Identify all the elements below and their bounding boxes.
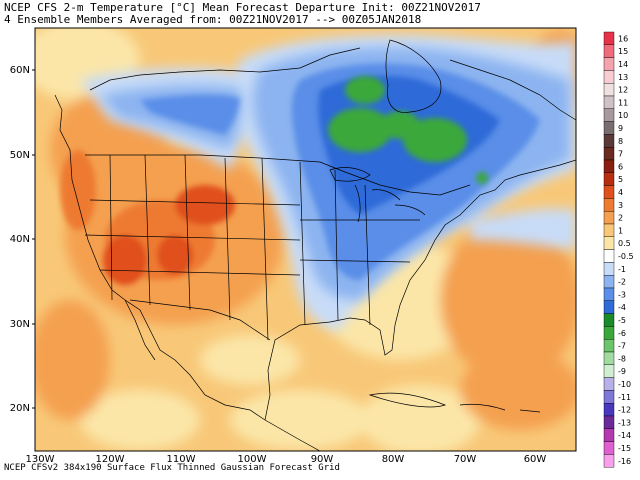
lat-label-50n: 50N <box>10 150 30 161</box>
legend-label: -3 <box>618 290 626 299</box>
lon-label-110w: 110W <box>167 454 196 465</box>
legend-label: -9 <box>618 367 626 376</box>
legend-swatch <box>603 44 615 58</box>
legend-label: 14 <box>618 60 628 69</box>
latitude-axis: 60N 50N 40N 30N 20N <box>10 65 35 414</box>
legend-swatch <box>603 159 615 174</box>
legend-swatch <box>603 364 615 378</box>
legend-swatch <box>603 454 615 468</box>
legend-label: 11 <box>618 98 628 107</box>
map-footer: NCEP CFSv2 384x190 Surface Flux Thinned … <box>4 463 340 473</box>
legend-label: 13 <box>618 73 628 82</box>
color-legend: 16 15 14 13 12 11 10 9 8 7 6 5 4 3 2 1 0.5 -0.5 -1 -2 -3 -4 -5… <box>603 31 634 468</box>
lat-label-30n: 30N <box>10 319 30 330</box>
map-title-line-1: NCEP CFS 2-m Temperature [°C] Mean Forec… <box>4 1 481 14</box>
legend-label: 16 <box>618 34 628 43</box>
legend-label: 6 <box>618 162 623 171</box>
legend-label: -7 <box>618 342 626 351</box>
legend-swatch <box>603 236 615 250</box>
legend-swatch <box>603 95 615 110</box>
map-title-line-2: 4 Ensemble Members Averaged from: 00Z21N… <box>4 13 422 26</box>
legend-swatch <box>603 198 615 212</box>
legend-label: -2 <box>618 278 626 287</box>
legend-label: 7 <box>618 150 623 159</box>
legend-label: -8 <box>618 354 626 363</box>
legend-swatch <box>603 82 615 97</box>
legend-label: -5 <box>618 316 626 325</box>
legend-label: 9 <box>618 124 623 133</box>
lon-label-100w: 100W <box>238 454 267 465</box>
legend-swatch <box>603 403 615 417</box>
lon-label-120w: 120W <box>96 454 125 465</box>
longitude-axis: 130W 120W 110W 100W 90W 80W 70W 60W <box>26 454 547 465</box>
legend-swatch <box>603 121 615 135</box>
legend-label: -6 <box>618 329 626 338</box>
legend-swatch <box>603 249 615 263</box>
legend-label: -16 <box>618 457 631 466</box>
lon-label-60w: 60W <box>524 454 547 465</box>
legend-label: 3 <box>618 201 623 210</box>
lat-label-20n: 20N <box>10 403 30 414</box>
lon-label-130w: 130W <box>26 454 55 465</box>
legend-label: -11 <box>618 393 631 402</box>
legend-label: 0.5 <box>618 239 631 248</box>
map-boundaries <box>54 39 576 451</box>
lon-label-80w: 80W <box>382 454 405 465</box>
legend-label: -12 <box>618 406 631 415</box>
legend-label: 12 <box>618 86 628 95</box>
legend-swatch <box>603 377 615 391</box>
legend-swatch <box>603 70 615 84</box>
legend-swatch <box>603 351 615 366</box>
legend-swatch <box>603 223 615 238</box>
legend-label: 1 <box>618 226 623 235</box>
legend-swatch <box>603 326 615 340</box>
legend-label: 5 <box>618 175 623 184</box>
legend-swatch <box>603 415 615 430</box>
legend-swatch <box>603 339 615 353</box>
legend-swatch <box>603 146 615 161</box>
legend-swatch <box>603 275 615 289</box>
legend-swatch <box>603 441 615 455</box>
strong-cold-core <box>328 76 488 184</box>
legend-label: 8 <box>618 137 623 146</box>
legend-label: -4 <box>618 303 626 312</box>
legend-swatch <box>603 172 615 186</box>
legend-swatch <box>603 31 615 46</box>
legend-label: 10 <box>618 111 628 120</box>
legend-label: -15 <box>618 444 631 453</box>
lon-label-90w: 90W <box>311 454 334 465</box>
lon-label-70w: 70W <box>454 454 477 465</box>
legend-swatch <box>603 300 615 314</box>
legend-swatch <box>603 108 615 122</box>
lat-label-60n: 60N <box>10 65 30 76</box>
legend-swatch <box>603 287 615 302</box>
legend-swatch <box>603 428 615 442</box>
legend-label: -14 <box>618 431 631 440</box>
legend-label: -0.5 <box>618 252 634 261</box>
legend-swatch <box>603 390 615 404</box>
legend-swatch <box>603 134 615 148</box>
legend-swatch <box>603 313 615 327</box>
legend-label: -13 <box>618 418 631 427</box>
legend-label: -1 <box>618 265 626 274</box>
legend-swatch <box>603 210 615 225</box>
legend-label: 15 <box>618 47 628 56</box>
legend-swatch <box>603 262 615 276</box>
legend-label: 4 <box>618 188 623 197</box>
legend-label: 2 <box>618 214 623 223</box>
legend-swatch <box>603 185 615 199</box>
legend-swatch <box>603 57 615 71</box>
anomaly-field <box>35 28 576 451</box>
legend-label: -10 <box>618 380 631 389</box>
lat-label-40n: 40N <box>10 234 30 245</box>
